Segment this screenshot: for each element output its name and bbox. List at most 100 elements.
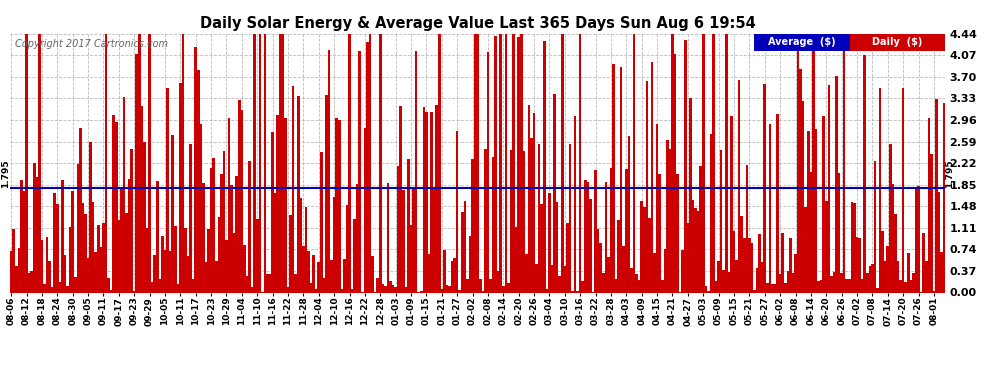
Bar bbox=[850, 202, 853, 292]
Bar bbox=[471, 159, 474, 292]
Bar bbox=[563, 266, 566, 292]
Bar bbox=[210, 168, 213, 292]
Bar bbox=[238, 100, 241, 292]
Bar bbox=[313, 255, 315, 292]
Bar bbox=[607, 257, 610, 292]
Bar bbox=[776, 114, 779, 292]
Bar bbox=[550, 265, 553, 292]
Bar bbox=[284, 118, 287, 292]
Bar bbox=[438, 34, 441, 292]
Bar bbox=[923, 233, 925, 292]
Bar bbox=[671, 34, 674, 292]
Bar bbox=[171, 135, 174, 292]
Bar bbox=[233, 232, 236, 292]
Bar bbox=[755, 268, 758, 292]
Bar bbox=[341, 290, 344, 292]
Bar bbox=[689, 99, 692, 292]
Bar bbox=[531, 138, 533, 292]
Bar bbox=[687, 223, 689, 292]
Bar bbox=[184, 228, 187, 292]
Bar bbox=[271, 132, 274, 292]
Bar bbox=[576, 291, 579, 292]
Bar bbox=[631, 267, 633, 292]
Bar bbox=[742, 238, 745, 292]
Bar bbox=[625, 169, 628, 292]
Bar bbox=[536, 264, 538, 292]
Bar bbox=[455, 131, 458, 292]
Bar bbox=[69, 227, 71, 292]
Bar bbox=[297, 96, 300, 292]
Bar bbox=[645, 81, 648, 292]
Bar bbox=[518, 36, 520, 292]
Bar bbox=[774, 284, 776, 292]
Bar bbox=[244, 245, 246, 292]
Bar bbox=[15, 266, 18, 292]
Bar bbox=[889, 144, 892, 292]
Bar bbox=[668, 150, 671, 292]
Bar bbox=[392, 285, 394, 292]
Bar bbox=[213, 158, 215, 292]
Bar bbox=[79, 128, 81, 292]
Bar bbox=[841, 273, 842, 292]
Bar bbox=[331, 260, 333, 292]
Bar bbox=[202, 183, 205, 292]
Bar bbox=[666, 140, 668, 292]
Bar bbox=[705, 286, 707, 292]
Bar bbox=[836, 76, 838, 292]
Bar bbox=[602, 273, 605, 292]
Bar bbox=[597, 229, 599, 292]
Bar bbox=[581, 281, 584, 292]
Bar bbox=[23, 191, 26, 292]
Bar bbox=[942, 103, 945, 292]
Bar bbox=[292, 86, 294, 292]
Bar bbox=[148, 34, 150, 292]
Bar bbox=[566, 223, 568, 292]
Bar bbox=[512, 34, 515, 292]
Bar bbox=[402, 190, 405, 292]
Bar bbox=[792, 273, 794, 292]
Bar bbox=[305, 207, 307, 292]
Bar bbox=[815, 129, 818, 292]
Bar bbox=[899, 280, 902, 292]
Bar bbox=[725, 34, 728, 292]
Bar bbox=[74, 277, 76, 292]
Bar bbox=[118, 220, 120, 292]
Bar bbox=[484, 150, 487, 292]
Bar bbox=[192, 279, 194, 292]
Bar bbox=[663, 249, 666, 292]
Bar bbox=[136, 54, 138, 292]
Bar bbox=[930, 154, 933, 292]
Bar bbox=[853, 202, 855, 292]
Bar bbox=[653, 253, 655, 292]
Bar bbox=[448, 286, 450, 292]
Bar bbox=[912, 273, 915, 292]
Bar bbox=[53, 194, 56, 292]
Bar bbox=[10, 251, 13, 292]
Bar bbox=[200, 124, 202, 292]
Text: 1.795: 1.795 bbox=[945, 159, 954, 188]
Bar bbox=[633, 34, 636, 292]
Bar bbox=[276, 114, 279, 292]
Bar bbox=[544, 41, 545, 292]
Bar bbox=[41, 240, 44, 292]
Bar bbox=[289, 215, 292, 292]
Bar bbox=[636, 274, 638, 292]
Bar bbox=[410, 225, 412, 292]
Bar bbox=[902, 88, 905, 292]
Bar bbox=[745, 165, 748, 292]
Bar bbox=[181, 34, 184, 292]
Bar bbox=[279, 34, 281, 292]
Bar bbox=[938, 192, 940, 292]
Bar bbox=[868, 266, 871, 292]
Bar bbox=[884, 261, 886, 292]
Bar bbox=[848, 279, 850, 292]
Bar bbox=[274, 192, 276, 292]
Bar bbox=[453, 258, 455, 292]
Bar bbox=[115, 122, 118, 292]
Bar bbox=[49, 261, 50, 292]
Bar bbox=[718, 261, 720, 292]
Bar bbox=[515, 227, 518, 292]
Bar bbox=[407, 159, 410, 292]
Bar bbox=[763, 84, 766, 292]
Bar bbox=[863, 55, 866, 292]
